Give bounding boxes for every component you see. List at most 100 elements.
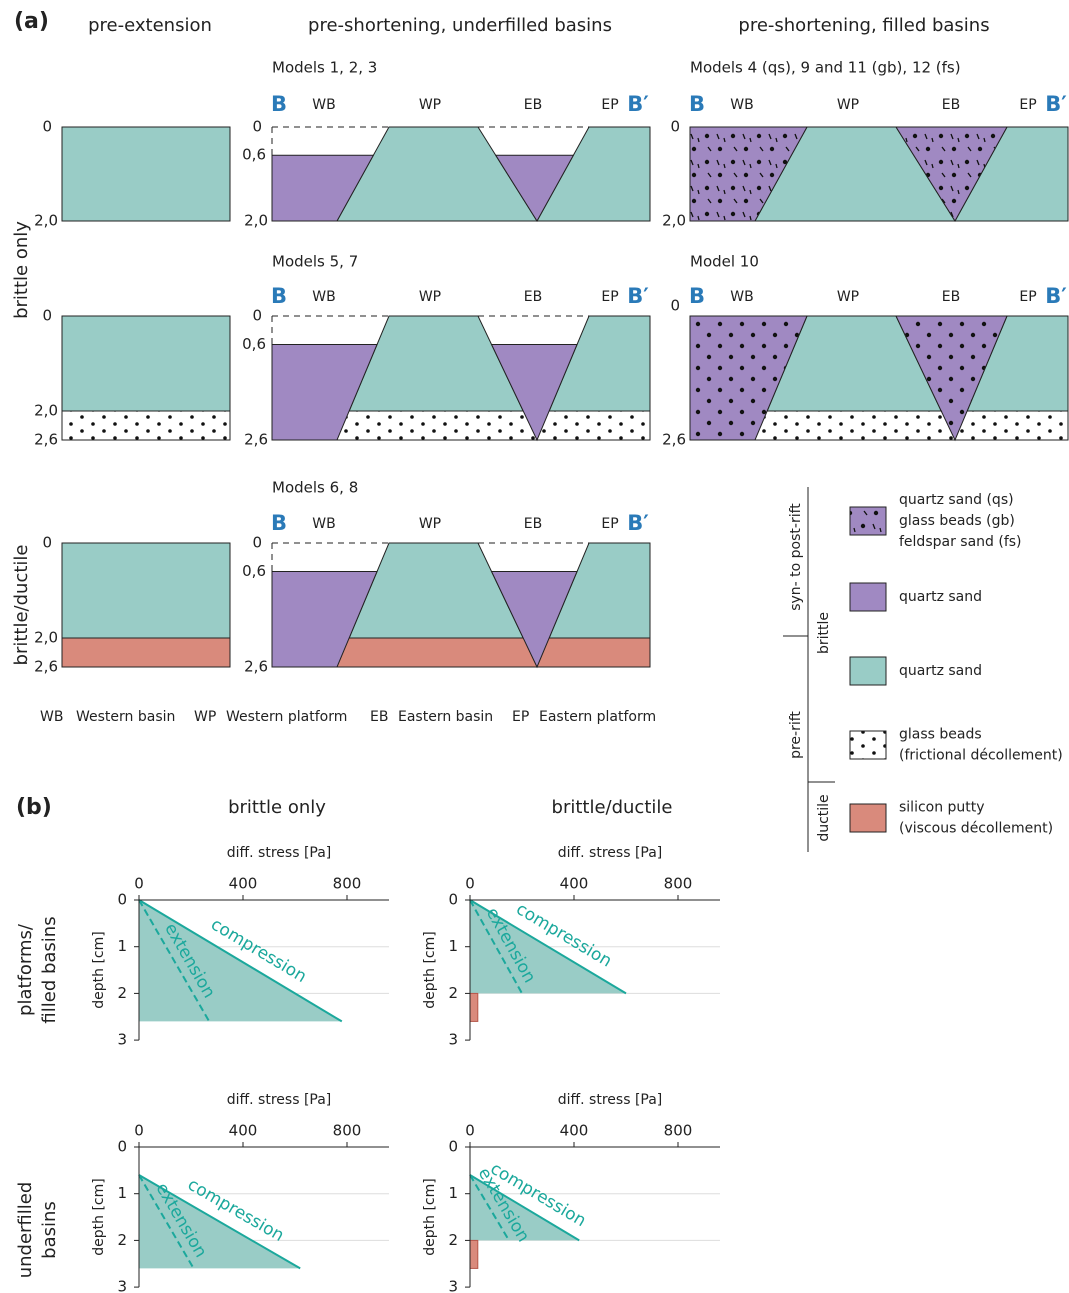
legend-text: glass beads (gb) (899, 513, 1015, 529)
model-label: Models 1, 2, 3 (272, 59, 377, 77)
section-label: WP (837, 97, 859, 113)
y-tick-label: 0 (448, 891, 458, 909)
legend-text: (frictional décollement) (899, 748, 1063, 764)
section-label: B (271, 284, 287, 308)
section-label: B′ (627, 284, 649, 308)
y-tick-label: 2 (448, 1231, 458, 1249)
x-tick-label: 400 (229, 875, 258, 893)
x-tick-label: 400 (560, 1122, 589, 1140)
section-label: B (689, 284, 705, 308)
depth-label: 2,6 (244, 658, 268, 676)
legend-swatch (850, 657, 886, 685)
axis-title: diff. stress [Pa] (227, 1092, 332, 1108)
section-label: B′ (627, 92, 649, 116)
depth-label: 0,6 (242, 335, 266, 353)
row-label: filled basins (39, 916, 60, 1023)
abbr-code: WB (40, 709, 63, 725)
layer-brittle (62, 543, 230, 638)
legend-text: quartz sand (899, 663, 982, 679)
row-label: brittle (816, 612, 832, 654)
model-label: Models 6, 8 (272, 479, 358, 497)
depth-label: 0,6 (242, 146, 266, 164)
panel-label: (b) (16, 795, 52, 820)
legend-text: quartz sand (qs) (899, 492, 1014, 508)
depth-label: 0 (42, 118, 52, 136)
row-label: brittle only (11, 221, 32, 319)
abbr-code: WP (194, 709, 216, 725)
section-label: B′ (627, 511, 649, 535)
axis-title: depth [cm] (91, 1178, 107, 1255)
y-tick-label: 3 (448, 1278, 458, 1293)
x-tick-label: 0 (465, 875, 475, 893)
axis-title: depth [cm] (91, 931, 107, 1008)
abbr-name: Western basin (76, 709, 175, 725)
x-tick-label: 0 (134, 875, 144, 893)
panel-label: (a) (14, 9, 49, 34)
section-label: WB (312, 97, 335, 113)
column-title: pre-shortening, underfilled basins (308, 15, 612, 36)
column-title: brittle/ductile (552, 797, 673, 818)
abbr-name: Western platform (226, 709, 347, 725)
legend-text: (viscous décollement) (899, 821, 1053, 837)
layer-bottom (62, 638, 230, 667)
y-tick-label: 3 (448, 1031, 458, 1049)
x-tick-label: 800 (333, 1122, 362, 1140)
section-label: WB (312, 289, 335, 305)
legend-swatch (850, 731, 886, 759)
section-label: EB (942, 289, 960, 305)
abbr-code: EP (512, 709, 529, 725)
section-label: EB (524, 516, 542, 532)
section-label: EB (524, 289, 542, 305)
section-label: WB (312, 516, 335, 532)
section-label: B (271, 511, 287, 535)
row-label: syn- to post-rift (788, 503, 804, 611)
y-tick-label: 1 (448, 1184, 458, 1202)
model-label: Models 4 (qs), 9 and 11 (gb), 12 (fs) (690, 59, 961, 77)
row-label: pre-rift (788, 711, 804, 759)
row-label: basins (39, 1201, 60, 1259)
axis-title: diff. stress [Pa] (558, 845, 663, 861)
depth-label: 2,0 (34, 629, 58, 647)
depth-label: 2,0 (244, 212, 268, 230)
section-label: B (271, 92, 287, 116)
depth-label: 0 (252, 534, 262, 552)
y-tick-label: 1 (117, 1184, 127, 1202)
section-label: WP (837, 289, 859, 305)
y-tick-label: 2 (448, 984, 458, 1002)
depth-label: 2,6 (244, 431, 268, 449)
axis-title: diff. stress [Pa] (558, 1092, 663, 1108)
section-label: WP (419, 289, 441, 305)
section-label: EB (524, 97, 542, 113)
y-tick-label: 3 (117, 1031, 127, 1049)
axis-title: diff. stress [Pa] (227, 845, 332, 861)
legend-swatch (850, 583, 886, 611)
model-label: Model 10 (690, 253, 759, 271)
y-tick-label: 0 (448, 1138, 458, 1156)
platform (349, 543, 523, 638)
legend-text: glass beads (899, 727, 982, 743)
section-label: WP (419, 97, 441, 113)
depth-label: 0 (670, 118, 680, 136)
y-tick-label: 1 (117, 937, 127, 955)
figure: (a)pre-extensionpre-shortening, underfil… (0, 0, 1069, 1293)
depth-label: 0 (252, 307, 262, 325)
section-label: B (689, 92, 705, 116)
legend-swatch (850, 507, 886, 535)
section-label: EP (601, 516, 618, 532)
column-title: pre-shortening, filled basins (738, 15, 989, 36)
section-label: B′ (1045, 92, 1067, 116)
depth-label: 2,0 (34, 212, 58, 230)
section-label: EP (1019, 289, 1036, 305)
depth-label: 2,0 (662, 212, 686, 230)
x-tick-label: 400 (560, 875, 589, 893)
depth-label: 2,6 (34, 431, 58, 449)
depth-label: 0 (670, 297, 680, 315)
y-tick-label: 1 (448, 937, 458, 955)
x-tick-label: 800 (664, 875, 693, 893)
abbr-name: Eastern platform (539, 709, 656, 725)
platform (349, 316, 523, 411)
layer-bottom (62, 411, 230, 440)
putty-bar (470, 993, 478, 1021)
section-label: EP (1019, 97, 1036, 113)
row-label: brittle/ductile (11, 545, 32, 666)
